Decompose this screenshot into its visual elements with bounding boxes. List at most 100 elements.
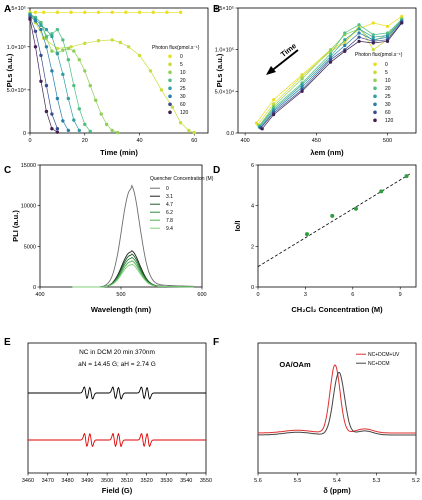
panel-b-point bbox=[300, 83, 304, 87]
panel-b-point bbox=[300, 77, 304, 81]
panel-a-point bbox=[159, 88, 164, 92]
panel-c-legend-entry: 4.7 bbox=[166, 202, 173, 208]
panel-e-title: NC in DCM 20 min 370nm bbox=[79, 349, 155, 356]
panel-b-point bbox=[371, 21, 375, 25]
panel-b-point bbox=[300, 85, 304, 89]
panel-a-point bbox=[126, 45, 131, 49]
panel-a-legend-marker bbox=[168, 102, 172, 107]
panel-a-point bbox=[39, 20, 43, 25]
panel-a-point bbox=[187, 128, 191, 133]
panel-a-point bbox=[66, 96, 71, 101]
panel-b-legend-marker bbox=[373, 110, 377, 115]
panel-e-subtitle: aN = 14.45 G; aH = 2.74 G bbox=[78, 361, 156, 368]
panel-d-point bbox=[330, 213, 335, 218]
panel-a-point bbox=[77, 128, 81, 133]
panel-a-point bbox=[178, 10, 183, 15]
panel-d-frame bbox=[257, 164, 417, 288]
panel-e-xtick-label: 3490 bbox=[81, 478, 93, 484]
panel-d-ytick-label: 4 bbox=[251, 204, 254, 210]
panel-a-series-line bbox=[29, 15, 69, 131]
panel-b-xtick-label: 500 bbox=[383, 138, 392, 144]
panel-c-spectrum-line bbox=[72, 263, 194, 288]
panel-d-ylabel: Io/I bbox=[233, 221, 242, 232]
panel-e-xtick-label: 3520 bbox=[141, 478, 153, 484]
panel-c-ytick-label: 5000 bbox=[24, 244, 36, 250]
panel-d-xtick-label: 9 bbox=[399, 292, 402, 298]
panel-a-point bbox=[99, 112, 103, 116]
panel-a-point bbox=[72, 49, 76, 53]
panel-a-point bbox=[39, 23, 43, 27]
panel-a-point bbox=[69, 10, 73, 15]
panel-b-legend-entry: 20 bbox=[385, 86, 391, 92]
panel-a-point bbox=[96, 39, 101, 43]
panel-b-point bbox=[357, 39, 361, 43]
panel-e-spectrum-experimental bbox=[28, 386, 206, 400]
panel-c-ytick-label: 15000 bbox=[21, 163, 36, 169]
panel-a-point bbox=[118, 40, 123, 45]
panel-a-point bbox=[83, 41, 87, 46]
panel-label-a: A bbox=[4, 4, 11, 15]
panel-b-point bbox=[272, 98, 276, 102]
panel-b-point bbox=[328, 52, 333, 56]
panel-b-series-line bbox=[259, 20, 403, 128]
panel-a-point bbox=[50, 112, 54, 116]
panel-c-legend-title: Quencher Concentration (M) bbox=[150, 176, 214, 182]
panel-c-xtick-label: 600 bbox=[197, 292, 206, 298]
panel-b-point bbox=[385, 39, 390, 43]
panel-b-point bbox=[357, 31, 361, 35]
panel-a-point bbox=[55, 126, 60, 131]
panel-b-ytick-label: 5.0×10⁴ bbox=[215, 88, 235, 95]
panel-a-legend-marker bbox=[168, 70, 172, 75]
panel-d-point bbox=[304, 232, 309, 237]
panel-f-xlabel: δ (ppm) bbox=[323, 486, 351, 495]
panel-f-xtick-label: 5.6 bbox=[254, 478, 262, 484]
panel-a-ytick-label: 5.0×10⁴ bbox=[7, 87, 27, 94]
panel-a-point bbox=[83, 10, 87, 15]
panel-a-legend-entry: 20 bbox=[180, 78, 186, 84]
panel-a-point bbox=[72, 118, 76, 122]
panel-b-point bbox=[357, 27, 361, 31]
panel-a-point bbox=[83, 69, 87, 73]
panel-c-spectrum-line bbox=[72, 250, 194, 288]
panel-b-point bbox=[328, 48, 333, 52]
panel-a-point bbox=[77, 58, 81, 62]
panel-a-point bbox=[178, 120, 183, 125]
panel-b-point bbox=[300, 74, 304, 78]
panel-b-legend-marker bbox=[373, 62, 377, 67]
panel-a-point bbox=[55, 96, 60, 101]
panel-c-legend-entry: 0 bbox=[166, 186, 169, 192]
panel-c-xtick-label: 500 bbox=[116, 292, 125, 298]
panel-e-frame bbox=[27, 342, 207, 474]
panel-f-xtick-label: 5.5 bbox=[294, 478, 302, 484]
panel-a-xlabel: Time (min) bbox=[100, 148, 138, 157]
panel-c-spectrum-line bbox=[72, 184, 194, 288]
panel-a-series-line bbox=[29, 13, 91, 132]
panel-a-legend-entry: 120 bbox=[180, 110, 189, 116]
panel-a-point bbox=[50, 34, 54, 39]
panel-d-ytick-label: 0 bbox=[251, 285, 254, 291]
panel-a-point bbox=[104, 122, 109, 127]
panel-b-point bbox=[371, 33, 375, 37]
panel-a-legend-marker bbox=[168, 110, 172, 115]
panel-a-point bbox=[77, 107, 81, 111]
panel-b-ytick-label: 1.0×10⁵ bbox=[215, 47, 234, 54]
panel-a-point bbox=[66, 58, 71, 62]
panel-e-xtick-label: 3460 bbox=[22, 478, 34, 484]
panel-a-ytick-label: 1.0×10⁵ bbox=[7, 44, 26, 51]
panel-a-point bbox=[61, 72, 65, 77]
panel-a-point bbox=[39, 79, 43, 83]
panel-label-f: F bbox=[213, 337, 219, 348]
panel-a-point bbox=[44, 109, 49, 114]
panel-b-point bbox=[300, 89, 304, 93]
panel-b-point bbox=[343, 43, 347, 48]
panel-c-ytick-label: 10000 bbox=[21, 204, 36, 210]
panel-a-point bbox=[170, 105, 175, 109]
panel-a-legend-entry: 10 bbox=[180, 70, 186, 76]
panel-d-ytick-label: 2 bbox=[251, 244, 254, 250]
panel-b-legend-title: Photon flux(pmol.s⁻¹) bbox=[355, 52, 403, 58]
panel-d-point bbox=[379, 189, 384, 194]
panel-a-point bbox=[44, 27, 49, 32]
panel-label-d: D bbox=[213, 165, 220, 176]
panel-a-point bbox=[66, 128, 71, 133]
panel-a-point bbox=[148, 69, 153, 73]
